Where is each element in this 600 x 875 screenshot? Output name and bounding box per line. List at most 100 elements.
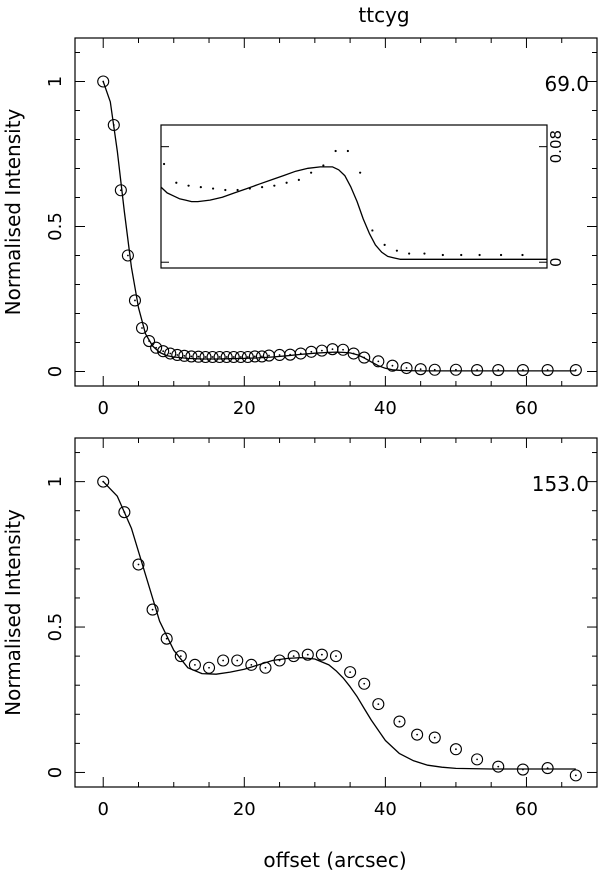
panel-top-data-point bbox=[449, 363, 462, 376]
panel-bottom-data-point bbox=[301, 648, 314, 661]
inset-frame bbox=[160, 124, 548, 269]
panel-bottom-xtick-label: 40 bbox=[374, 799, 397, 820]
panel-top-data-point bbox=[248, 350, 261, 363]
panel-top-data-point-center bbox=[190, 355, 193, 358]
panel-top-data-point-center bbox=[169, 352, 172, 355]
panel-top-ytick-label: 1 bbox=[45, 76, 66, 87]
panel-bottom-data-point bbox=[329, 650, 343, 663]
inset-data-point bbox=[175, 181, 178, 184]
panel-top-data-point-center bbox=[405, 367, 408, 369]
panel-bottom-data-point-center bbox=[398, 720, 401, 723]
panel-bottom-data-point bbox=[315, 648, 328, 661]
panel-top-y-axis-label: Normalised Intensity bbox=[1, 108, 25, 315]
panel-bottom-xtick-label: 0 bbox=[97, 799, 108, 820]
panel-top-data-point-center bbox=[261, 355, 263, 358]
inset-data-point bbox=[346, 149, 349, 153]
panel-bottom-data-point bbox=[118, 506, 131, 519]
panel-bottom-data-point bbox=[344, 666, 357, 679]
panel-bottom-data-point bbox=[160, 632, 173, 645]
inset-ytick-label: 0 bbox=[547, 257, 565, 267]
inset-data-point bbox=[162, 162, 166, 166]
panel-top-xtick-label: 0 bbox=[97, 398, 108, 419]
panel-bottom-data-point bbox=[471, 753, 484, 766]
panel-top-data-point-center bbox=[225, 356, 228, 358]
panel-top-data-point-center bbox=[377, 360, 380, 363]
panel-bottom-data-point-center bbox=[194, 663, 196, 666]
panel-bottom-data-point-center bbox=[208, 666, 210, 669]
panel-top-angle-annotation: 69.0 bbox=[544, 72, 589, 96]
inset-data-point bbox=[211, 187, 215, 190]
inset-model-curve bbox=[160, 166, 547, 260]
panel-bottom-angle-annotation: 153.0 bbox=[532, 472, 589, 496]
panel-top-data-point-center bbox=[455, 368, 457, 371]
panel-bottom-xtick-label: 60 bbox=[515, 799, 538, 820]
panel-top-data-point bbox=[569, 363, 582, 377]
panel-top-data-point-center bbox=[246, 356, 249, 358]
panel-top-data-point bbox=[164, 347, 177, 360]
inset-data-point bbox=[236, 188, 239, 192]
panel-top-data-point-center bbox=[232, 356, 235, 358]
inset-data-point bbox=[441, 253, 444, 257]
panel-bottom-data-point-center bbox=[306, 653, 309, 656]
panel-top-data-point-center bbox=[127, 254, 129, 257]
inset-data-point bbox=[383, 243, 386, 246]
x-axis-label: offset (arcsec) bbox=[263, 848, 406, 872]
inset-data-point bbox=[260, 186, 264, 189]
panel-bottom-data-point-center bbox=[416, 733, 419, 736]
panel-bottom-data-point-center bbox=[476, 758, 478, 761]
panel-top-data-point-center bbox=[278, 354, 281, 356]
inset-data-point bbox=[460, 253, 463, 257]
panel-bottom-data-point-center bbox=[236, 659, 239, 662]
panel-top-data-point bbox=[199, 350, 212, 364]
panel-bottom-data-point-center bbox=[165, 637, 168, 640]
panel-top-data-point bbox=[386, 359, 399, 372]
inset-data-point bbox=[310, 171, 313, 174]
panel-top-data-point-center bbox=[204, 356, 207, 358]
panel-top-data-point bbox=[171, 348, 184, 362]
panel-top-xtick-label: 20 bbox=[233, 398, 256, 419]
panel-top-data-point-center bbox=[183, 354, 186, 357]
panel-top-xtick-label: 40 bbox=[374, 398, 397, 419]
inset-data-point bbox=[371, 229, 374, 232]
panel-bottom-data-point bbox=[146, 603, 159, 616]
panel-bottom-data-point bbox=[428, 731, 441, 744]
panel-top-data-point bbox=[337, 343, 350, 356]
panel-top-data-point bbox=[234, 350, 247, 364]
panel-top-data-point-center bbox=[253, 355, 256, 358]
panel-top-data-point bbox=[400, 361, 413, 375]
panel-bottom-data-point-center bbox=[137, 563, 140, 566]
inset-data-point bbox=[499, 253, 503, 257]
panel-top-data-point bbox=[185, 350, 198, 363]
panel-top-ytick-label: 0 bbox=[45, 366, 66, 377]
panel-top-data-point bbox=[220, 350, 233, 364]
panel-bottom-data-point-center bbox=[264, 666, 267, 669]
panel-top-data-point bbox=[143, 334, 156, 348]
panel-top-data-point bbox=[516, 363, 529, 377]
panel-top-data-point-center bbox=[134, 299, 136, 302]
panel-top-data-point bbox=[255, 350, 268, 363]
panel-bottom-data-point-center bbox=[363, 682, 366, 685]
panel-top-data-point bbox=[227, 350, 240, 364]
inset-data-point bbox=[273, 184, 276, 187]
panel-bottom-data-point bbox=[411, 728, 424, 741]
inset-ytick-label: 0.08 bbox=[547, 130, 565, 163]
panel-bottom-data-point bbox=[541, 762, 554, 775]
panel-bottom-data-point-center bbox=[433, 736, 436, 739]
panel-bottom-data-point-center bbox=[151, 608, 154, 611]
inset-data-point bbox=[423, 252, 426, 255]
panel-top-data-point bbox=[492, 363, 505, 377]
panel-bottom-ytick-label: 0 bbox=[45, 767, 66, 778]
panel-top-data-point bbox=[414, 363, 427, 376]
panel-top-data-point-center bbox=[141, 327, 143, 329]
panel-top-data-point bbox=[347, 347, 360, 360]
panel-top-data-point-center bbox=[320, 349, 323, 352]
panel-top-data-point bbox=[121, 249, 134, 262]
panel-bottom-data-point bbox=[174, 650, 187, 663]
panel-top-frame bbox=[74, 37, 598, 387]
panel-top-data-point bbox=[213, 350, 226, 364]
panel-top-data-point bbox=[541, 363, 554, 377]
panel-top-data-point bbox=[150, 341, 163, 354]
panel-bottom-data-point-center bbox=[250, 663, 253, 666]
panel-top-data-point bbox=[178, 349, 191, 362]
